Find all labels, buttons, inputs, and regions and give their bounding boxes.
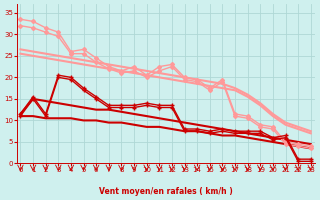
X-axis label: Vent moyen/en rafales ( km/h ): Vent moyen/en rafales ( km/h ) [99,187,232,196]
